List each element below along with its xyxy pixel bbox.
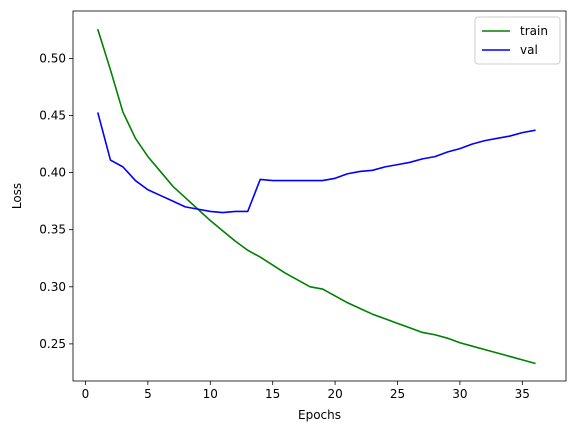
x-axis-label: Epochs (298, 408, 341, 422)
y-tick-label: 0.25 (39, 337, 66, 351)
y-axis-ticks: 0.25 0.30 0.35 0.40 0.45 0.50 (39, 51, 73, 351)
x-tick-label: 10 (203, 387, 218, 401)
y-tick-label: 0.45 (39, 108, 66, 122)
x-tick-label: 5 (144, 387, 152, 401)
legend-label-val: val (520, 43, 538, 57)
y-tick-label: 0.50 (39, 51, 66, 65)
y-tick-label: 0.35 (39, 223, 66, 237)
x-tick-label: 35 (515, 387, 530, 401)
x-tick-label: 15 (265, 387, 280, 401)
legend-frame (474, 16, 561, 65)
y-tick-label: 0.30 (39, 280, 66, 294)
x-tick-label: 0 (82, 387, 90, 401)
x-tick-label: 25 (390, 387, 405, 401)
series-line-train (96, 28, 536, 365)
x-tick-label: 20 (327, 387, 342, 401)
plot-frame (72, 10, 567, 382)
legend: train val (474, 16, 561, 65)
plot-lines (96, 28, 536, 365)
x-tick-label: 30 (452, 387, 467, 401)
y-tick-label: 0.40 (39, 166, 66, 180)
x-axis-ticks: 0 5 10 15 20 25 30 35 (82, 381, 530, 401)
legend-label-train: train (520, 24, 548, 38)
y-axis-label: Loss (10, 183, 24, 209)
series-line-val (96, 112, 536, 214)
